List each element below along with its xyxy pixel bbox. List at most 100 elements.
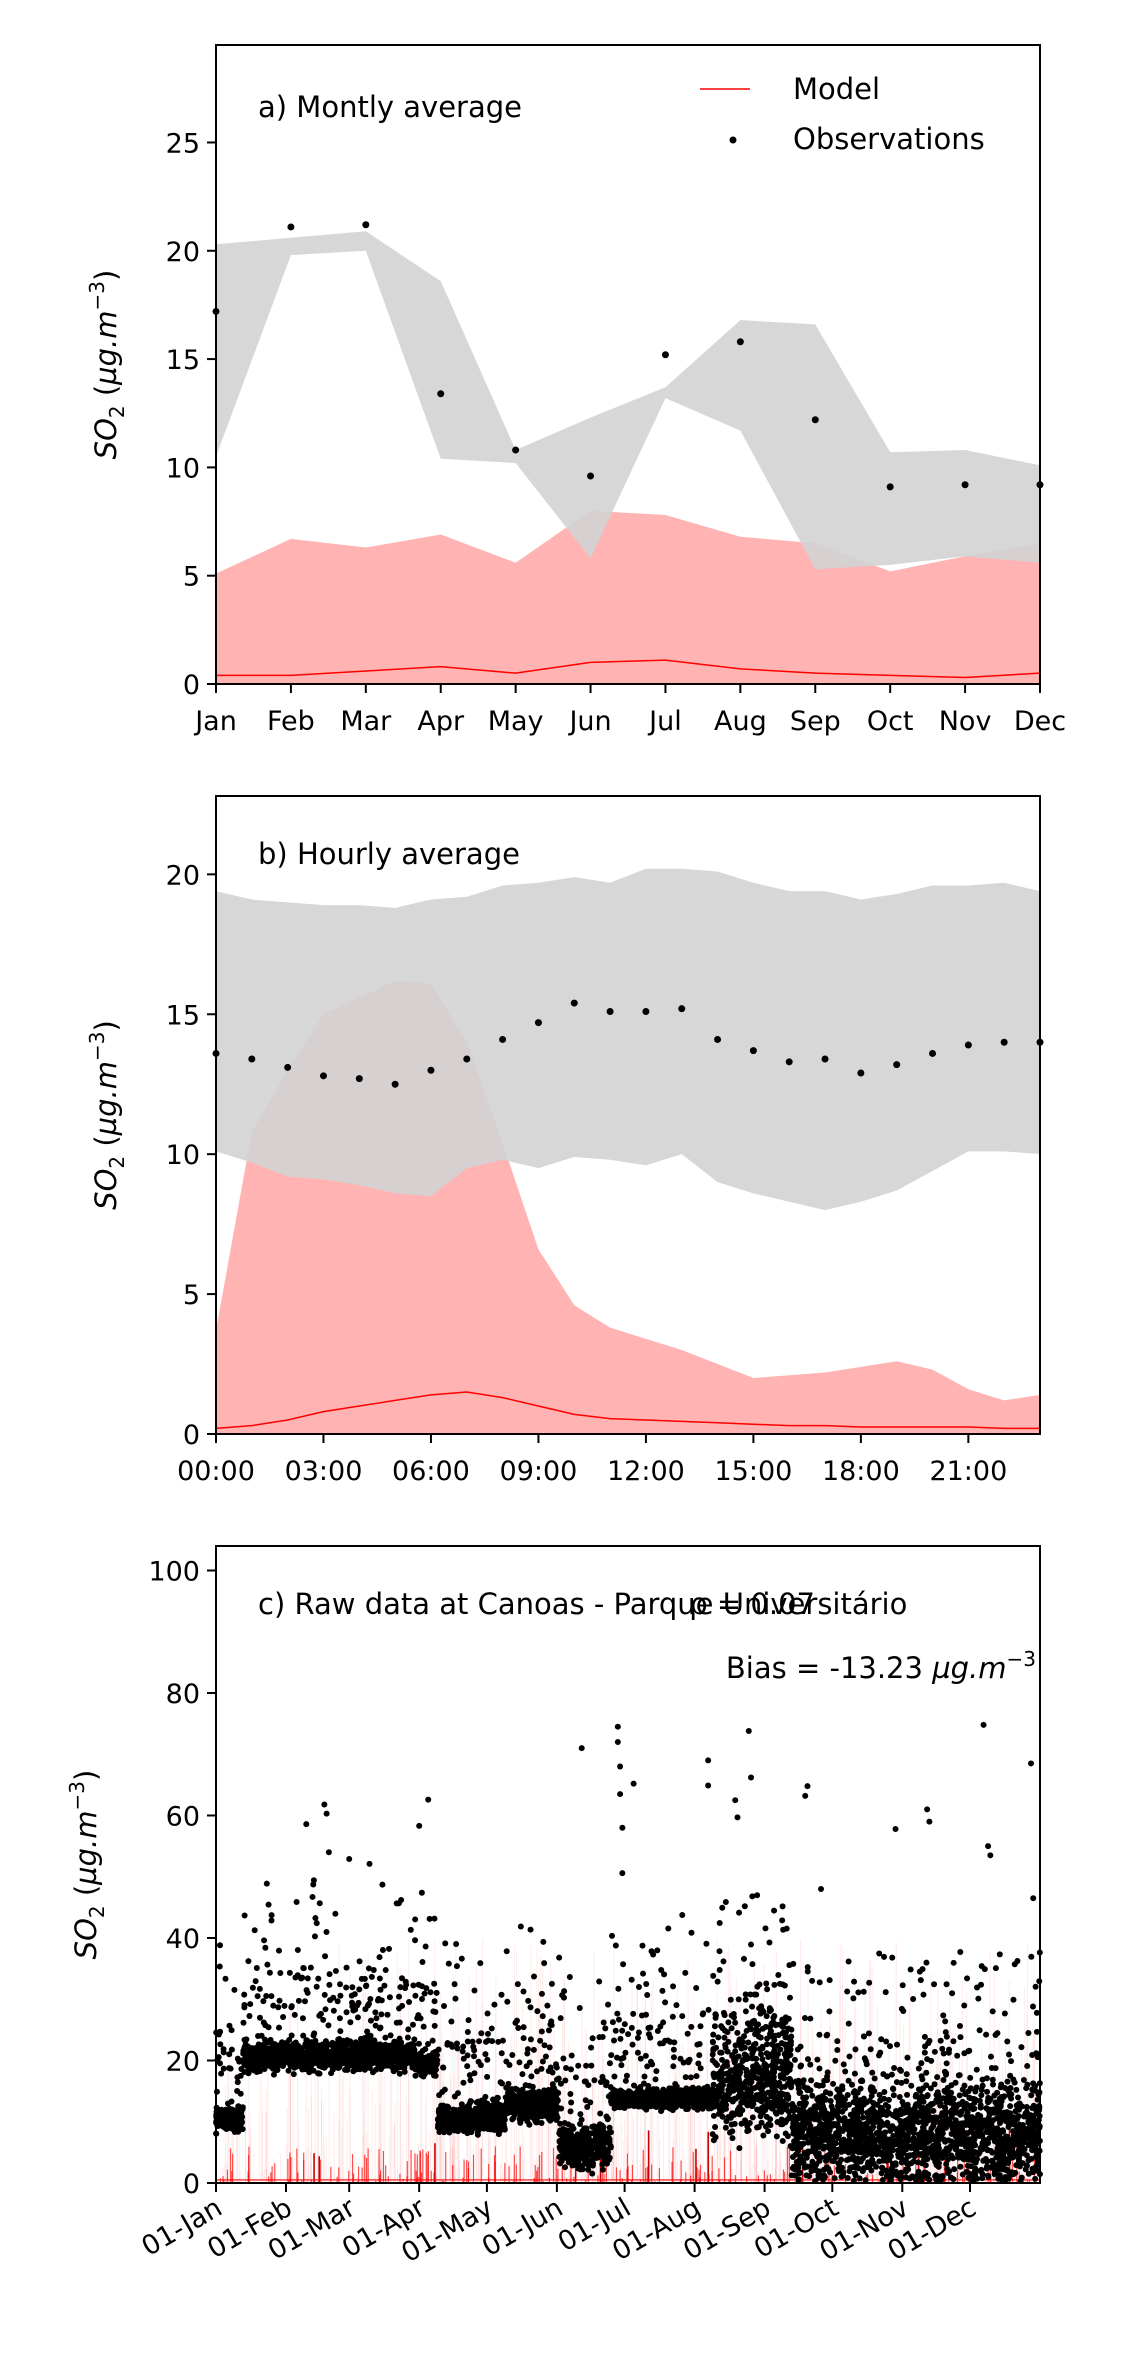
observation-point (590, 2129, 597, 2136)
observation-point (538, 2109, 545, 2116)
observation-point (568, 2052, 575, 2059)
observation-point (255, 2064, 262, 2071)
observation-point (594, 2154, 601, 2161)
observation-point (525, 1997, 532, 2004)
observation-point (536, 2093, 543, 2100)
observation-point (697, 2023, 704, 2030)
observation-point (531, 1973, 538, 1980)
observation-point (464, 2063, 471, 2070)
observation-point (372, 2022, 379, 2029)
observation-point (253, 2069, 260, 2076)
observation-point (310, 2058, 317, 2065)
observation-point (378, 2060, 385, 2067)
observation-point (349, 1984, 356, 1991)
observation-point (642, 1007, 650, 1015)
observation-point (268, 1912, 275, 1919)
observation-point (583, 2128, 590, 2135)
observation-point (498, 2050, 505, 2057)
observation-point (376, 1975, 383, 1982)
observation-point (362, 221, 370, 229)
observation-point (611, 2073, 618, 2080)
observation-point (351, 1991, 358, 1998)
observation-point (512, 2106, 519, 2113)
observation-point (429, 2037, 436, 2044)
observation-point (218, 2070, 225, 2077)
observation-point (417, 2015, 424, 2022)
observation-point (336, 2015, 343, 2022)
observation-point (703, 1940, 710, 1947)
observation-point (251, 1927, 258, 1934)
observation-point (315, 2042, 322, 2049)
observation-point (313, 1983, 320, 1990)
observation-point (647, 2034, 654, 2041)
observation-point (427, 1066, 435, 1074)
observation-point (612, 2102, 619, 2109)
observation-point (532, 2109, 539, 2116)
y-tick-label: 20 (166, 237, 200, 268)
observation-point (466, 2072, 473, 2079)
observation-point (379, 1947, 386, 1954)
observation-point (574, 2131, 581, 2138)
observation-point (544, 2102, 551, 2109)
panel-label: b) Hourly average (258, 837, 520, 871)
observation-point (241, 2036, 248, 2043)
observation-point (372, 2009, 379, 2016)
observation-point (700, 2010, 707, 2017)
observation-point (263, 1993, 270, 2000)
observation-point (246, 2013, 253, 2020)
observation-point (375, 1995, 382, 2002)
observation-point (411, 2047, 418, 2054)
observation-point (292, 2041, 299, 2048)
x-tick-label: Mar (340, 706, 392, 737)
observation-point (506, 2098, 513, 2105)
observation-point (515, 2025, 522, 2032)
observation-point (527, 2004, 534, 2011)
observation-point (262, 1944, 269, 1951)
x-tick-label: 21:00 (929, 1456, 1007, 1487)
observation-point (459, 2048, 466, 2055)
observation-point (569, 2123, 576, 2130)
observation-point (623, 2090, 630, 2097)
observation-point (450, 2124, 457, 2131)
observation-point (601, 2155, 608, 2162)
observation-point (736, 338, 744, 346)
observation-point (406, 2044, 413, 2051)
x-tick-label: May (488, 706, 544, 737)
observation-point (489, 2102, 496, 2109)
observation-point (599, 2073, 606, 2080)
observation-point (465, 2125, 472, 2132)
observation-point (559, 2139, 566, 2146)
observation-point (614, 2010, 621, 2017)
observation-point (385, 2061, 392, 2068)
observation-point (301, 2043, 308, 2050)
observation-point (458, 2101, 465, 2108)
observation-point (517, 1923, 524, 1930)
observation-point (520, 2035, 527, 2042)
observation-point (597, 2110, 604, 2117)
observation-point (307, 2065, 314, 2072)
observation-point (678, 2087, 685, 2094)
observation-point (386, 1945, 393, 1952)
observation-point (420, 2023, 427, 2030)
observation-point (436, 2122, 443, 2129)
observation-point (376, 1954, 383, 1961)
observation-point (467, 2077, 474, 2084)
observation-point (453, 1963, 460, 1970)
observation-point (365, 1965, 372, 1972)
x-tick-label: 18:00 (822, 1456, 900, 1487)
observation-point (553, 2117, 560, 2124)
x-tick-label: 06:00 (392, 1456, 470, 1487)
observation-point (241, 1991, 248, 1998)
observation-point (503, 1948, 510, 1955)
observation-point (231, 1986, 238, 1993)
observation-point (646, 2101, 653, 2108)
observation-point (893, 1061, 901, 1069)
observation-point (332, 1967, 339, 1974)
observation-point (551, 2101, 558, 2108)
observation-point (321, 1991, 328, 1998)
observation-point (520, 2097, 527, 2104)
x-tick-label: Jun (567, 706, 611, 737)
observation-point (615, 2093, 622, 2100)
y-tick-label: 15 (166, 1000, 200, 1031)
observation-point (307, 1964, 314, 1971)
